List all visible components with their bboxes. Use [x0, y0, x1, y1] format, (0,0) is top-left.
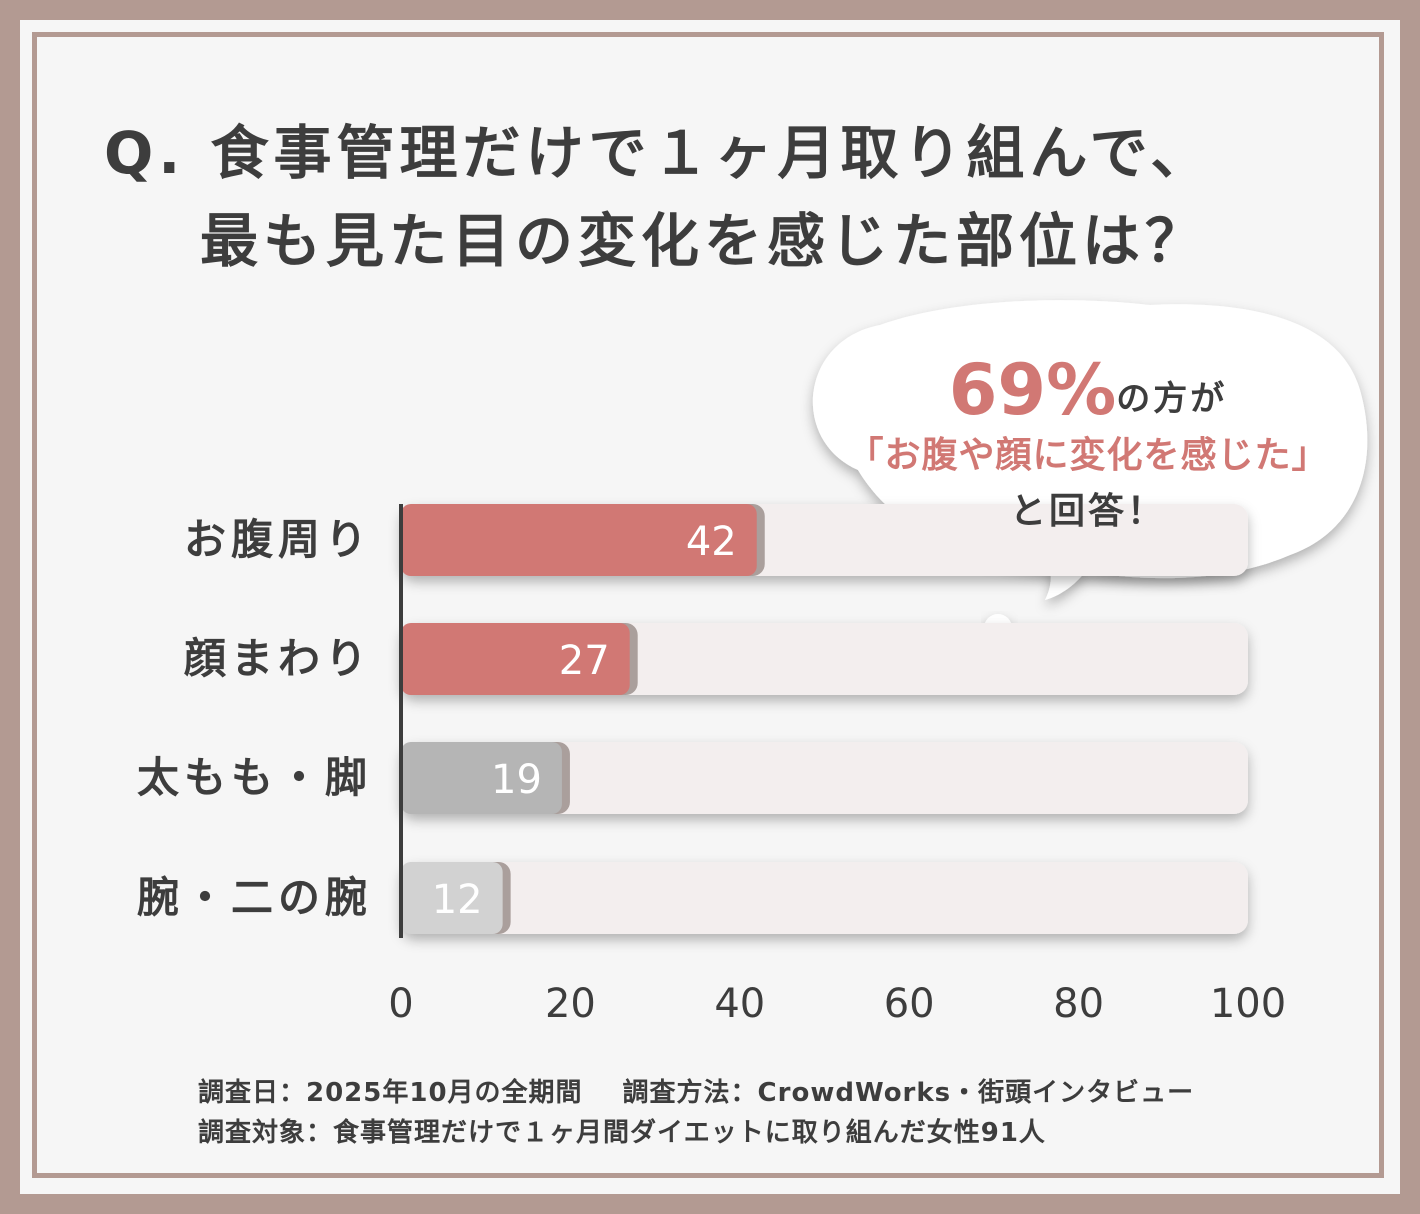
page-title-line-2: 最も見た目の変化を感じた部位は？ — [200, 207, 1209, 275]
page-title-line-1: Q. 食事管理だけで１ヶ月取り組んで、 — [104, 119, 1214, 187]
bar-2 — [401, 623, 630, 695]
bar-value-label: 19 — [491, 757, 542, 803]
callout-line-1-suffix: の方が — [1116, 379, 1228, 419]
survey-method: 調査方法：CrowdWorks・街頭インタビュー — [622, 1078, 1195, 1108]
survey-date: 調査日：2025年10月の全期間 — [198, 1078, 583, 1108]
x-tick-label: 60 — [883, 981, 935, 1027]
callout-percent: 69% — [948, 349, 1117, 431]
category-label: 腕・二の腕 — [136, 873, 372, 922]
callout-line-3: と回答！ — [1009, 491, 1166, 532]
x-tick-label: 20 — [544, 981, 596, 1027]
category-label: 太もも・脚 — [136, 753, 372, 802]
x-tick-label: 0 — [388, 981, 414, 1027]
card-background — [20, 20, 1400, 1194]
x-tick-label: 100 — [1209, 981, 1287, 1027]
category-label: お腹周り — [183, 515, 372, 564]
bar-value-label: 27 — [559, 638, 610, 684]
bar-track — [401, 742, 1248, 814]
survey-target: 調査対象：食事管理だけで１ヶ月間ダイエットに取り組んだ女性91人 — [198, 1118, 1046, 1148]
callout-line-1: 69%の方が — [808, 350, 1368, 439]
bar-3 — [401, 742, 562, 814]
x-tick-label: 40 — [714, 981, 766, 1027]
footer-line-1: 調査日：2025年10月の全期間 調査方法：CrowdWorks・街頭インタビュー — [198, 1072, 1194, 1109]
bar-1 — [401, 504, 757, 576]
category-label: 顔まわり — [183, 634, 372, 683]
callout-line-2: 「お腹や顔に変化を感じた」 — [847, 435, 1329, 476]
bar-4 — [401, 862, 503, 934]
x-tick-label: 80 — [1053, 981, 1105, 1027]
bar-value-label: 12 — [432, 877, 483, 923]
bar-track — [401, 862, 1248, 934]
bar-value-label: 42 — [686, 519, 737, 565]
